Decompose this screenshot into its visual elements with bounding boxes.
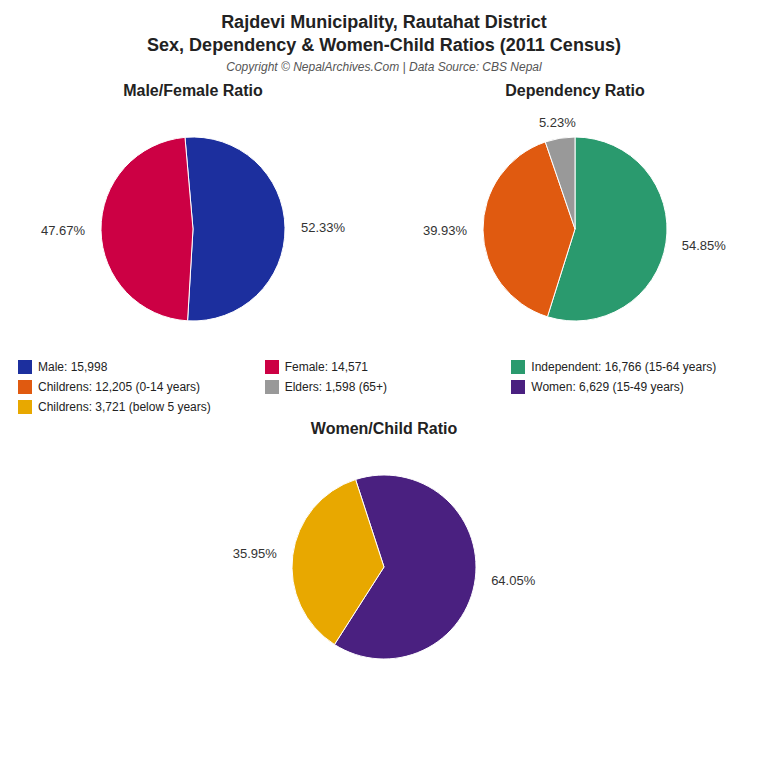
- html-text:Male: 15,998: Male: 15,998: [38, 360, 108, 374]
- svg-text:47.67%: 47.67%: [41, 223, 86, 238]
- html-text:Rajdevi Municipality, Rautahat: Rajdevi Municipality, Rautahat District: [221, 12, 547, 32]
- html-text:Copyright © NepalArchives.Com: Copyright © NepalArchives.Com | Data Sou…: [226, 60, 542, 74]
- svg-text:5.23%: 5.23%: [539, 115, 576, 130]
- html-text:Women/Child Ratio: Women/Child Ratio: [310, 420, 458, 437]
- svg-text:54.85%: 54.85%: [682, 238, 727, 253]
- html-text:Women: 6,629 (15-49 years): Women: 6,629 (15-49 years): [531, 380, 684, 394]
- html-text:Elders: 1,598 (65+): Elders: 1,598 (65+): [284, 380, 388, 394]
- svg-text:64.05%: 64.05%: [491, 573, 536, 588]
- html-text:Male/Female Ratio: Male/Female Ratio: [123, 82, 263, 99]
- html-text:Independent: 16,766 (15-64 yea: Independent: 16,766 (15-64 years): [531, 360, 717, 374]
- html-text:Childrens: 3,721 (below 5 year: Childrens: 3,721 (below 5 years): [38, 400, 211, 414]
- svg-text:35.95%: 35.95%: [233, 546, 278, 561]
- svg-text:39.93%: 39.93%: [423, 223, 468, 238]
- html-text:Female: 14,571: Female: 14,571: [284, 360, 368, 374]
- html-text:Dependency Ratio: Dependency Ratio: [505, 82, 645, 99]
- html-text:Sex, Dependency & Women-Child: Sex, Dependency & Women-Child Ratios (20…: [147, 35, 621, 55]
- svg-text:52.33%: 52.33%: [301, 220, 346, 235]
- html-text:Childrens: 12,205 (0-14 years): Childrens: 12,205 (0-14 years): [38, 380, 201, 394]
